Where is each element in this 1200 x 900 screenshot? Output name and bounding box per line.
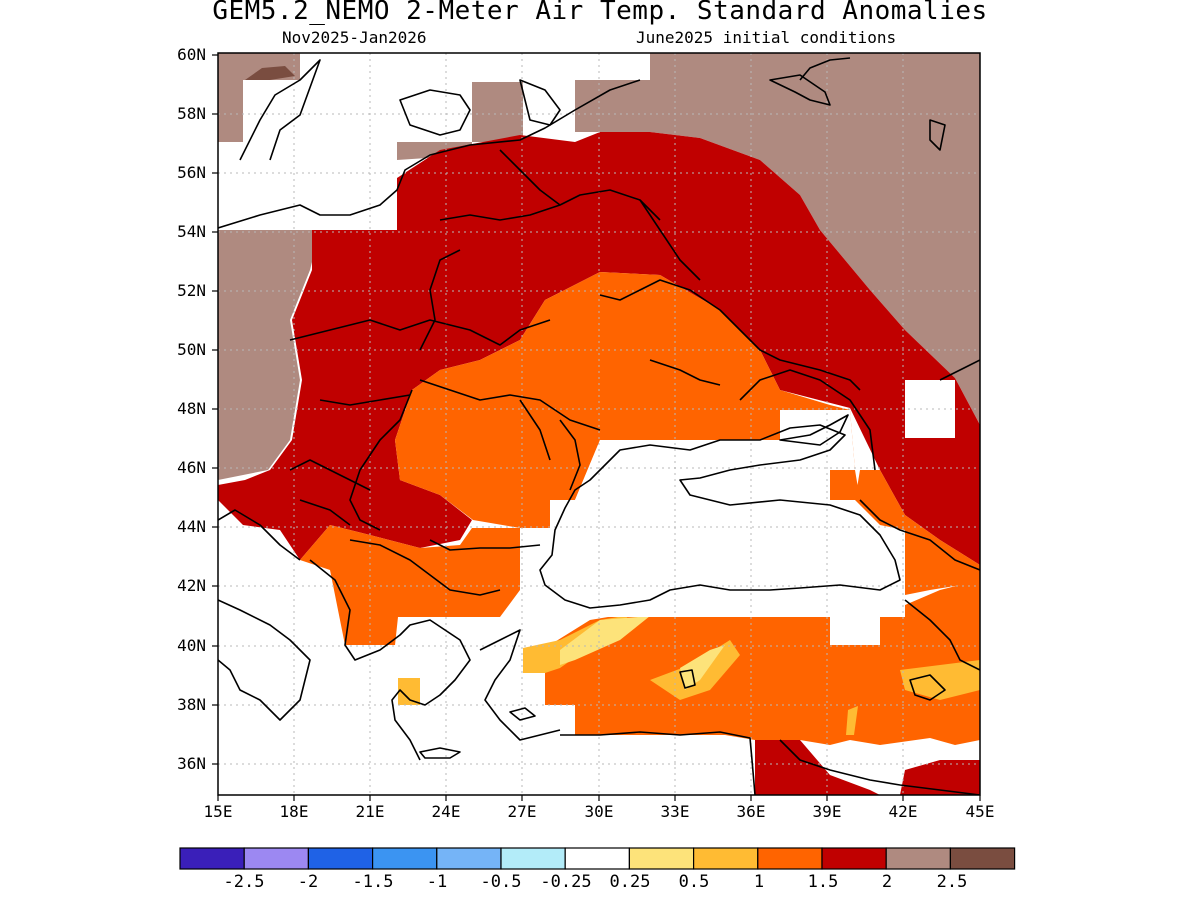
anomaly-1p0-region-caucasus bbox=[855, 470, 980, 595]
colorbar-swatch bbox=[500, 847, 566, 870]
lon-label-21e: 21E bbox=[355, 802, 385, 821]
black-sea-white-area bbox=[520, 410, 905, 645]
lat-label-44n: 44N bbox=[177, 517, 206, 536]
white-cell-volga bbox=[905, 380, 955, 438]
lon-label-18e: 18E bbox=[279, 802, 309, 821]
colorbar-swatch bbox=[307, 847, 374, 870]
lat-label-58n: 58N bbox=[177, 104, 206, 123]
lon-label-27e: 27E bbox=[507, 802, 537, 821]
anomaly-2p5-region bbox=[245, 66, 295, 80]
lon-label-15e: 15E bbox=[203, 802, 233, 821]
lon-label-30e: 30E bbox=[584, 802, 614, 821]
lon-label-39e: 39E bbox=[812, 802, 842, 821]
colorbar-swatch bbox=[821, 847, 887, 870]
colorbar-label: -1 bbox=[426, 872, 448, 892]
colorbar-swatch bbox=[243, 847, 309, 870]
lat-label-48n: 48N bbox=[177, 399, 206, 418]
anomaly-2p0-region-east bbox=[575, 53, 980, 425]
colorbar-swatch bbox=[757, 847, 823, 870]
coastlines-borders bbox=[218, 57, 980, 795]
colorbar-label: 0.25 bbox=[609, 872, 651, 892]
colorbar-label: 2 bbox=[881, 872, 893, 892]
lat-label-60n: 60N bbox=[177, 45, 206, 64]
colorbar-label: 1.5 bbox=[807, 872, 839, 892]
anomaly-2p0-region-west bbox=[218, 230, 320, 480]
grid bbox=[218, 53, 980, 795]
colorbar-swatch bbox=[628, 847, 695, 870]
colorbar-label: -1.5 bbox=[352, 872, 394, 892]
colorbar-label: 0.5 bbox=[678, 872, 710, 892]
colorbar-swatch bbox=[692, 847, 759, 870]
lon-label-36e: 36E bbox=[736, 802, 766, 821]
anomaly-1p0-region-south bbox=[545, 580, 980, 745]
anomaly-1p5-region-main bbox=[218, 132, 980, 565]
anomaly-1p5-region-se bbox=[755, 740, 980, 795]
colorbar-label: -0.5 bbox=[480, 872, 522, 892]
lat-label-50n: 50N bbox=[177, 340, 206, 359]
colorbar-label: -2.5 bbox=[223, 872, 265, 892]
map-title: GEM5.2_NEMO 2-Meter Air Temp. Standard A… bbox=[212, 0, 988, 26]
lon-label-42e: 42E bbox=[888, 802, 918, 821]
colorbar-swatch bbox=[564, 847, 631, 870]
initial-conditions-label: June2025 initial conditions bbox=[636, 28, 897, 47]
lat-label-56n: 56N bbox=[177, 163, 206, 182]
lon-label-33e: 33E bbox=[660, 802, 690, 821]
lat-label-46n: 46N bbox=[177, 458, 206, 477]
anomaly-0p5-spot bbox=[398, 678, 420, 705]
tick-marks bbox=[212, 54, 981, 801]
colorbar-swatch bbox=[372, 847, 438, 870]
lon-label-24e: 24E bbox=[431, 802, 461, 821]
colorbar-label: 1 bbox=[753, 872, 765, 892]
anomaly-1p0-region-north bbox=[300, 272, 860, 645]
lon-label-45e: 45E bbox=[965, 802, 995, 821]
lat-label-52n: 52N bbox=[177, 281, 206, 300]
anomaly-fields bbox=[218, 53, 980, 795]
colorbar-swatch bbox=[949, 847, 1016, 870]
colorbar-swatch bbox=[885, 847, 952, 870]
colorbar-swatch bbox=[179, 847, 245, 870]
colorbar-label: -0.25 bbox=[540, 872, 592, 892]
season-label: Nov2025-Jan2026 bbox=[282, 28, 427, 47]
colorbar-swatch bbox=[436, 847, 502, 870]
lat-label-42n: 42N bbox=[177, 576, 206, 595]
lat-label-54n: 54N bbox=[177, 222, 206, 241]
lat-label-40n: 40N bbox=[177, 636, 206, 655]
lat-label-36n: 36N bbox=[177, 754, 206, 773]
lat-label-38n: 38N bbox=[177, 695, 206, 714]
colorbar-label: 2.5 bbox=[936, 872, 968, 892]
colorbar bbox=[179, 847, 1016, 870]
colorbar-label: -2 bbox=[297, 872, 319, 892]
